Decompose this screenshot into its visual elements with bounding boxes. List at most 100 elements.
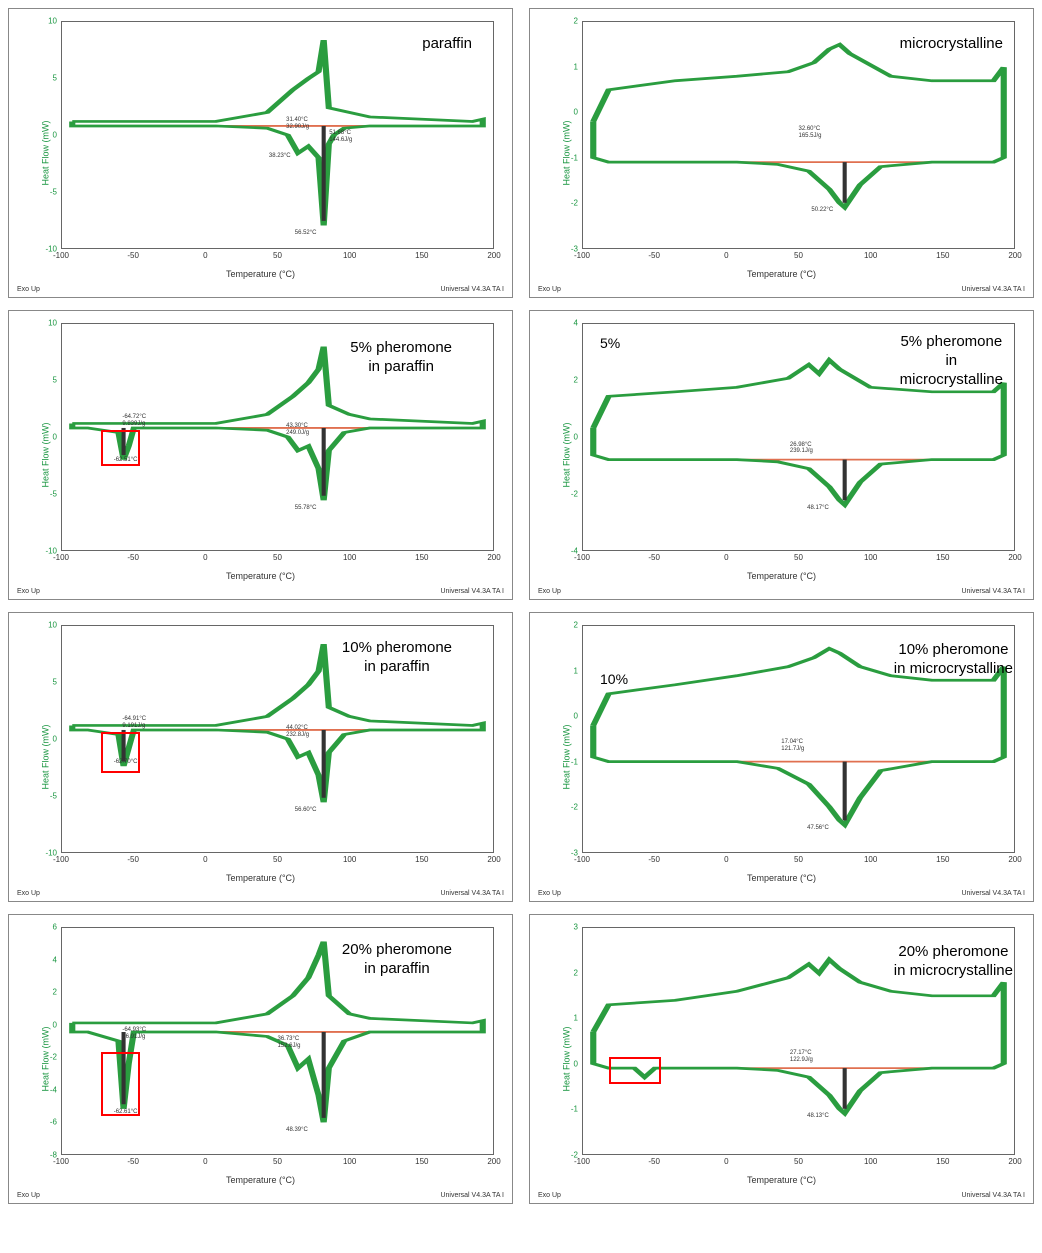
x-tick-label: 150 xyxy=(936,1157,949,1166)
x-tick-label: 200 xyxy=(1008,251,1021,260)
y-tick-label: -4 xyxy=(37,1085,57,1094)
y-tick-label: 0 xyxy=(558,108,578,117)
exo-label: Exo Up xyxy=(17,890,40,897)
x-tick-label: 200 xyxy=(487,251,500,260)
highlight-box xyxy=(101,1052,140,1115)
dsc-panel: Heat Flow (mW)Temperature (°C)Exo UpUniv… xyxy=(529,914,1034,1204)
y-tick-label: -5 xyxy=(37,490,57,499)
x-tick-label: -50 xyxy=(648,251,660,260)
x-tick-label: 150 xyxy=(936,553,949,562)
x-tick-label: 150 xyxy=(415,1157,428,1166)
x-ticks: -100-50050100150200 xyxy=(582,855,1015,867)
x-tick-label: 150 xyxy=(415,855,428,864)
y-tick-label: 1 xyxy=(558,62,578,71)
software-label: Universal V4.3A TA I xyxy=(961,1192,1025,1199)
dsc-panel: Heat Flow (mW)Temperature (°C)Exo UpUniv… xyxy=(8,310,513,600)
peak-annotation: 55.78°C xyxy=(295,505,317,512)
peak-annotation: 48.39°C xyxy=(286,1127,308,1134)
exo-label: Exo Up xyxy=(17,1192,40,1199)
x-tick-label: -50 xyxy=(127,553,139,562)
y-tick-label: 6 xyxy=(37,923,57,932)
y-tick-label: 2 xyxy=(37,988,57,997)
x-tick-label: 200 xyxy=(487,855,500,864)
peak-annotation: -64.72°C9.839J/g xyxy=(122,414,146,427)
exo-label: Exo Up xyxy=(538,588,561,595)
dsc-panel: Heat Flow (mW)Temperature (°C)Exo UpUniv… xyxy=(529,8,1034,298)
x-tick-label: -100 xyxy=(53,251,69,260)
peak-annotation: 50.22°C xyxy=(811,207,833,214)
x-tick-label: -50 xyxy=(648,553,660,562)
x-tick-label: 100 xyxy=(864,855,877,864)
software-label: Universal V4.3A TA I xyxy=(440,890,504,897)
x-tick-label: 200 xyxy=(1008,1157,1021,1166)
x-tick-label: 50 xyxy=(794,1157,803,1166)
x-tick-label: 200 xyxy=(1008,553,1021,562)
x-tick-label: -50 xyxy=(648,1157,660,1166)
highlight-box xyxy=(101,732,140,773)
peak-annotation: 27.17°C122.9J/g xyxy=(790,1050,813,1063)
software-label: Universal V4.3A TA I xyxy=(440,1192,504,1199)
x-tick-label: 50 xyxy=(273,553,282,562)
x-tick-label: 0 xyxy=(724,855,728,864)
x-tick-label: 0 xyxy=(203,1157,207,1166)
y-tick-label: 0 xyxy=(558,1059,578,1068)
y-tick-label: 0 xyxy=(37,433,57,442)
x-tick-label: -100 xyxy=(53,855,69,864)
panel-title: 20% pheromonein paraffin xyxy=(342,941,452,979)
peak-annotation: -64.91°C9.191J/g xyxy=(122,716,146,729)
x-tick-label: -100 xyxy=(53,1157,69,1166)
x-axis-label: Temperature (°C) xyxy=(226,269,295,279)
panel-title: microcrystalline xyxy=(900,35,1003,54)
x-tick-label: 100 xyxy=(864,1157,877,1166)
x-ticks: -100-50050100150200 xyxy=(61,553,494,565)
peak-annotation: -64.93°C16.91J/g xyxy=(122,1027,146,1040)
y-tick-label: -5 xyxy=(37,792,57,801)
x-tick-label: 200 xyxy=(487,553,500,562)
y-tick-label: -1 xyxy=(558,757,578,766)
y-ticks: -8-6-4-20246 xyxy=(37,927,59,1155)
x-tick-label: 200 xyxy=(1008,855,1021,864)
software-label: Universal V4.3A TA I xyxy=(961,588,1025,595)
exo-label: Exo Up xyxy=(17,588,40,595)
x-tick-label: 150 xyxy=(936,251,949,260)
plot-area: 31.40°C32.90J/g51.68°C144.6J/g38.23°C56.… xyxy=(61,21,494,249)
y-tick-label: 5 xyxy=(37,74,57,83)
y-tick-label: 10 xyxy=(37,621,57,630)
x-tick-label: 0 xyxy=(724,553,728,562)
peak-annotation: 17.04°C121.7J/g xyxy=(781,739,804,752)
y-ticks: -4-2024 xyxy=(558,323,580,551)
dsc-panel: Heat Flow (mW)Temperature (°C)Exo UpUniv… xyxy=(8,914,513,1204)
y-tick-label: -1 xyxy=(558,153,578,162)
x-tick-label: 100 xyxy=(343,251,356,260)
y-tick-label: 2 xyxy=(558,968,578,977)
y-tick-label: 4 xyxy=(37,955,57,964)
x-tick-label: -50 xyxy=(127,855,139,864)
peak-annotation: 31.40°C32.90J/g xyxy=(286,117,309,130)
peak-annotation: 43.30°C249.0J/g xyxy=(286,423,309,436)
dsc-panel: Heat Flow (mW)Temperature (°C)Exo UpUniv… xyxy=(529,612,1034,902)
panel-title: 5% pheromoneinmicrocrystalline xyxy=(900,333,1003,389)
peak-annotation: 38.23°C xyxy=(269,153,291,160)
y-tick-label: 3 xyxy=(558,923,578,932)
panel-title: 5% pheromonein paraffin xyxy=(350,339,452,377)
x-tick-label: 100 xyxy=(343,855,356,864)
x-tick-label: 150 xyxy=(415,251,428,260)
x-ticks: -100-50050100150200 xyxy=(582,1157,1015,1169)
x-tick-label: 100 xyxy=(864,251,877,260)
corner-label: 5% xyxy=(600,335,620,351)
y-tick-label: -2 xyxy=(558,199,578,208)
y-tick-label: 1 xyxy=(558,666,578,675)
dsc-panel: Heat Flow (mW)Temperature (°C)Exo UpUniv… xyxy=(529,310,1034,600)
y-ticks: -3-2-1012 xyxy=(558,21,580,249)
peak-annotation: 36.73°C152.6J/g xyxy=(278,1036,301,1049)
x-axis-label: Temperature (°C) xyxy=(747,1175,816,1185)
y-tick-label: 4 xyxy=(558,319,578,328)
x-axis-label: Temperature (°C) xyxy=(226,571,295,581)
x-tick-label: -50 xyxy=(127,251,139,260)
y-tick-label: 0 xyxy=(37,1020,57,1029)
x-tick-label: -50 xyxy=(648,855,660,864)
x-tick-label: -100 xyxy=(574,251,590,260)
panel-title: paraffin xyxy=(422,35,472,54)
x-tick-label: 100 xyxy=(343,553,356,562)
y-ticks: -2-10123 xyxy=(558,927,580,1155)
